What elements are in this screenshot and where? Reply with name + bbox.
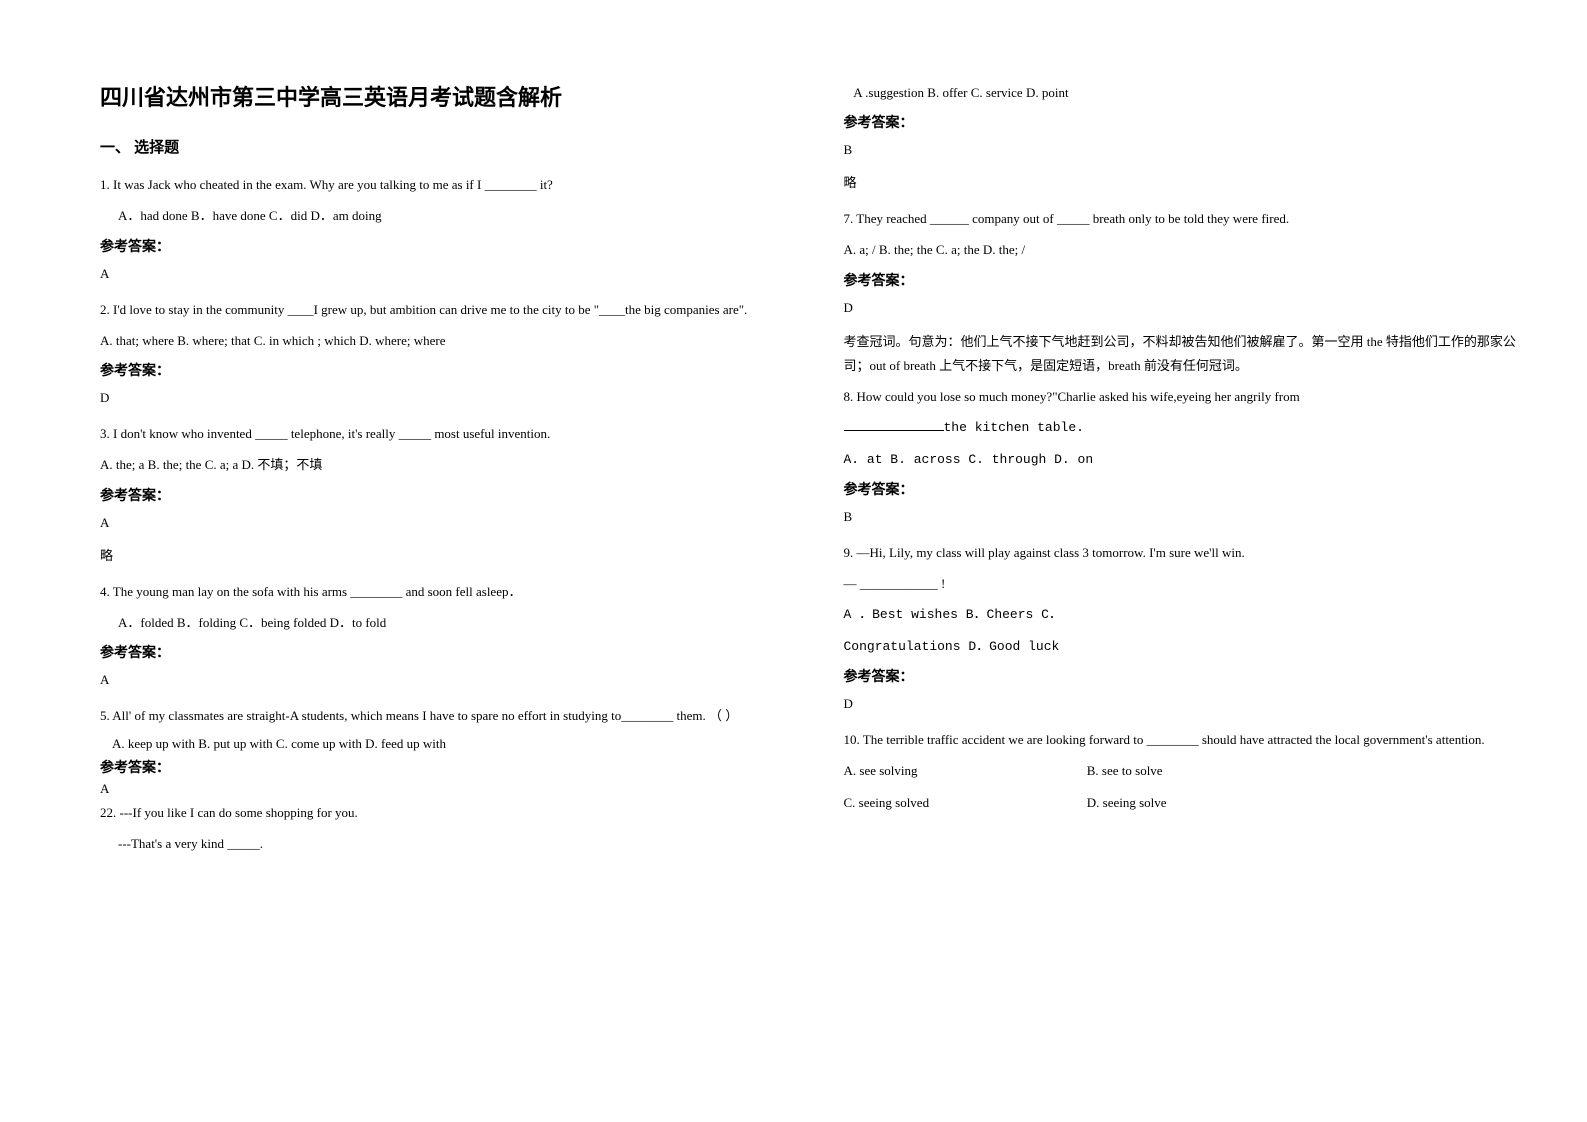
answer-label-22: 参考答案： <box>844 112 1528 132</box>
right-column: A .suggestion B. offer C. service D. poi… <box>844 80 1528 862</box>
q10-optC: C. seeing solved <box>844 789 1084 816</box>
question-4-options: A．folded B．folding C．being folded D．to f… <box>100 609 784 636</box>
answer-1: A <box>100 266 784 282</box>
answer-label-8: 参考答案： <box>844 479 1528 499</box>
question-10: 10. The terrible traffic accident we are… <box>844 726 1528 753</box>
question-22-options: A .suggestion B. offer C. service D. poi… <box>844 80 1528 106</box>
q8b-text: the kitchen table. <box>944 420 1084 435</box>
q10-optB: B. see to solve <box>1087 763 1163 778</box>
question-8b: the kitchen table. <box>844 414 1528 441</box>
q22-opts-text: A .suggestion B. offer C. service D. poi… <box>853 85 1068 100</box>
question-9-options-1: A ．Best wishes B．Cheers C． <box>844 601 1528 628</box>
section-title: 一、 选择题 <box>100 136 784 157</box>
q10-optA: A. see solving <box>844 757 1084 784</box>
answer-2: D <box>100 390 784 406</box>
answer-3: A <box>100 515 784 531</box>
question-1-options: A．had done B．have done C．did D．am doing <box>100 202 784 229</box>
question-7-options: A. a; / B. the; the C. a; the D. the; / <box>844 236 1528 263</box>
answer-4: A <box>100 672 784 688</box>
q8a-text: 8. How could you lose so much money?"Cha… <box>844 389 1300 404</box>
question-8a: 8. How could you lose so much money?"Cha… <box>844 383 1528 410</box>
question-7: 7. They reached ______ company out of __… <box>844 205 1528 232</box>
question-10-options-row2: C. seeing solved D. seeing solve <box>844 789 1528 816</box>
answer-22-note: 略 <box>844 172 1528 191</box>
question-3: 3. I don't know who invented _____ telep… <box>100 420 784 447</box>
answer-label-3: 参考答案： <box>100 485 784 505</box>
question-9b: — ____________ ! <box>844 570 1528 597</box>
answer-label-4: 参考答案： <box>100 642 784 662</box>
answer-label-5: 参考答案： <box>100 757 784 777</box>
question-22a: 22. ---If you like I can do some shoppin… <box>100 799 784 826</box>
answer-3-note: 略 <box>100 545 784 564</box>
question-2-options: A. that; where B. where; that C. in whic… <box>100 327 784 354</box>
question-5: 5. All' of my classmates are straight-A … <box>100 702 784 729</box>
blank-underline <box>844 417 944 431</box>
document-title: 四川省达州市第三中学高三英语月考试题含解析 <box>100 80 784 112</box>
question-2: 2. I'd love to stay in the community ___… <box>100 296 784 323</box>
question-3-options: A. the; a B. the; the C. a; a D. 不填；不填 <box>100 451 784 478</box>
question-9-options-2: Congratulations D．Good luck <box>844 633 1528 660</box>
answer-8: B <box>844 509 1528 525</box>
question-4: 4. The young man lay on the sofa with hi… <box>100 578 784 605</box>
answer-7: D <box>844 300 1528 316</box>
answer-7-explain: 考查冠词。句意为：他们上气不接下气地赶到公司，不料却被告知他们被解雇了。第一空用… <box>844 330 1528 379</box>
answer-9: D <box>844 696 1528 712</box>
answer-22: B <box>844 142 1528 158</box>
question-5-options: A. keep up with B. put up with C. come u… <box>100 730 784 757</box>
answer-label-2: 参考答案： <box>100 360 784 380</box>
question-8-options: A. at B. across C. through D. on <box>844 446 1528 473</box>
question-10-options-row1: A. see solving B. see to solve <box>844 757 1528 784</box>
answer-label-7: 参考答案： <box>844 270 1528 290</box>
page-container: 四川省达州市第三中学高三英语月考试题含解析 一、 选择题 1. It was J… <box>0 0 1587 902</box>
q10-optD: D. seeing solve <box>1087 795 1167 810</box>
question-1: 1. It was Jack who cheated in the exam. … <box>100 171 784 198</box>
answer-label-9: 参考答案： <box>844 666 1528 686</box>
question-9a: 9. —Hi, Lily, my class will play against… <box>844 539 1528 566</box>
question-22b: ---That's a very kind _____. <box>100 830 784 857</box>
answer-5: A <box>100 781 784 797</box>
left-column: 四川省达州市第三中学高三英语月考试题含解析 一、 选择题 1. It was J… <box>100 80 784 862</box>
answer-label-1: 参考答案： <box>100 236 784 256</box>
